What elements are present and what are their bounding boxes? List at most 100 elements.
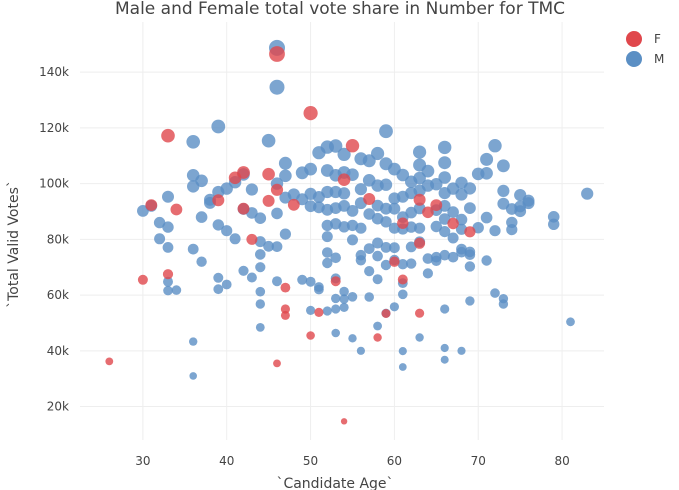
data-point-m[interactable] [213,272,224,283]
data-point-f[interactable] [237,202,250,215]
data-point-f[interactable] [397,274,408,285]
data-point-f[interactable] [306,331,315,340]
data-point-m[interactable] [322,247,333,258]
data-point-m[interactable] [447,232,459,244]
data-point-f[interactable] [363,193,376,205]
data-point-f[interactable] [269,46,285,62]
data-point-f[interactable] [413,193,426,206]
data-point-m[interactable] [153,216,166,229]
data-point-m[interactable] [163,276,173,287]
data-point-m[interactable] [278,156,292,170]
data-point-m[interactable] [388,202,401,215]
data-point-f[interactable] [137,274,148,285]
data-point-m[interactable] [497,184,510,197]
data-point-m[interactable] [245,183,258,196]
data-point-m[interactable] [339,302,349,312]
data-point-m[interactable] [220,182,233,195]
data-point-f[interactable] [340,418,348,425]
data-point-m[interactable] [331,328,341,338]
data-point-m[interactable] [279,169,292,183]
data-point-f[interactable] [314,307,324,317]
data-point-m[interactable] [211,119,226,134]
data-point-m[interactable] [497,159,510,173]
data-point-m[interactable] [398,289,408,300]
data-point-m[interactable] [490,288,500,298]
data-point-m[interactable] [306,305,316,315]
data-point-m[interactable] [255,323,265,332]
data-point-f[interactable] [237,166,250,179]
data-point-m[interactable] [581,187,594,200]
data-point-m[interactable] [379,124,393,139]
data-point-f[interactable] [162,269,174,280]
data-point-m[interactable] [439,249,451,261]
data-point-m[interactable] [186,135,200,149]
data-point-m[interactable] [415,333,424,342]
data-point-m[interactable] [438,171,452,184]
data-point-m[interactable] [255,299,265,309]
data-point-m[interactable] [261,133,276,148]
data-point-m[interactable] [372,250,383,262]
data-point-m[interactable] [373,321,382,331]
data-point-m[interactable] [548,218,560,230]
data-point-m[interactable] [438,140,452,155]
data-point-f[interactable] [373,333,382,342]
data-point-f[interactable] [270,183,284,196]
data-point-m[interactable] [431,255,442,266]
data-point-m[interactable] [414,222,426,234]
data-point-m[interactable] [388,222,400,234]
data-point-m[interactable] [364,292,375,302]
data-point-m[interactable] [254,212,267,224]
data-point-m[interactable] [457,346,466,355]
data-point-m[interactable] [329,139,343,153]
data-point-m[interactable] [422,268,433,279]
data-point-f[interactable] [280,282,291,293]
data-point-m[interactable] [481,255,492,266]
data-point-f[interactable] [262,167,275,181]
data-point-m[interactable] [314,282,324,292]
data-point-f[interactable] [170,203,183,216]
data-point-m[interactable] [304,162,317,176]
data-point-m[interactable] [398,347,407,356]
data-point-m[interactable] [189,337,198,346]
data-point-f[interactable] [381,309,391,318]
data-point-f[interactable] [337,173,351,186]
data-point-m[interactable] [322,306,332,316]
data-point-f[interactable] [161,128,175,143]
data-point-m[interactable] [421,164,435,178]
data-point-f[interactable] [287,198,300,211]
data-point-f[interactable] [415,308,425,318]
data-point-m[interactable] [254,236,266,248]
data-point-m[interactable] [338,187,351,200]
data-point-f[interactable] [280,304,290,314]
data-point-m[interactable] [398,363,407,371]
data-point-m[interactable] [263,240,274,252]
data-point-m[interactable] [396,168,410,182]
data-point-f[interactable] [345,139,360,153]
data-point-m[interactable] [372,237,384,249]
data-point-f[interactable] [447,217,459,230]
data-point-m[interactable] [566,317,575,327]
data-point-m[interactable] [430,178,443,191]
data-point-m[interactable] [380,202,392,215]
data-point-m[interactable] [321,185,334,199]
data-point-m[interactable] [413,171,426,185]
data-point-m[interactable] [246,272,257,283]
data-point-f[interactable] [464,226,476,238]
data-point-f[interactable] [145,199,158,212]
data-point-f[interactable] [389,256,400,267]
data-point-m[interactable] [255,286,266,297]
data-point-m[interactable] [389,302,399,312]
data-point-m[interactable] [162,190,174,203]
data-point-m[interactable] [346,205,359,217]
data-point-m[interactable] [389,242,400,254]
data-point-m[interactable] [271,207,283,220]
data-point-m[interactable] [355,222,367,234]
data-point-m[interactable] [464,249,476,260]
data-point-m[interactable] [162,221,174,233]
data-point-f[interactable] [430,199,443,212]
data-point-m[interactable] [337,147,351,161]
data-point-m[interactable] [522,197,535,210]
data-point-m[interactable] [413,145,427,159]
data-point-m[interactable] [279,228,291,240]
